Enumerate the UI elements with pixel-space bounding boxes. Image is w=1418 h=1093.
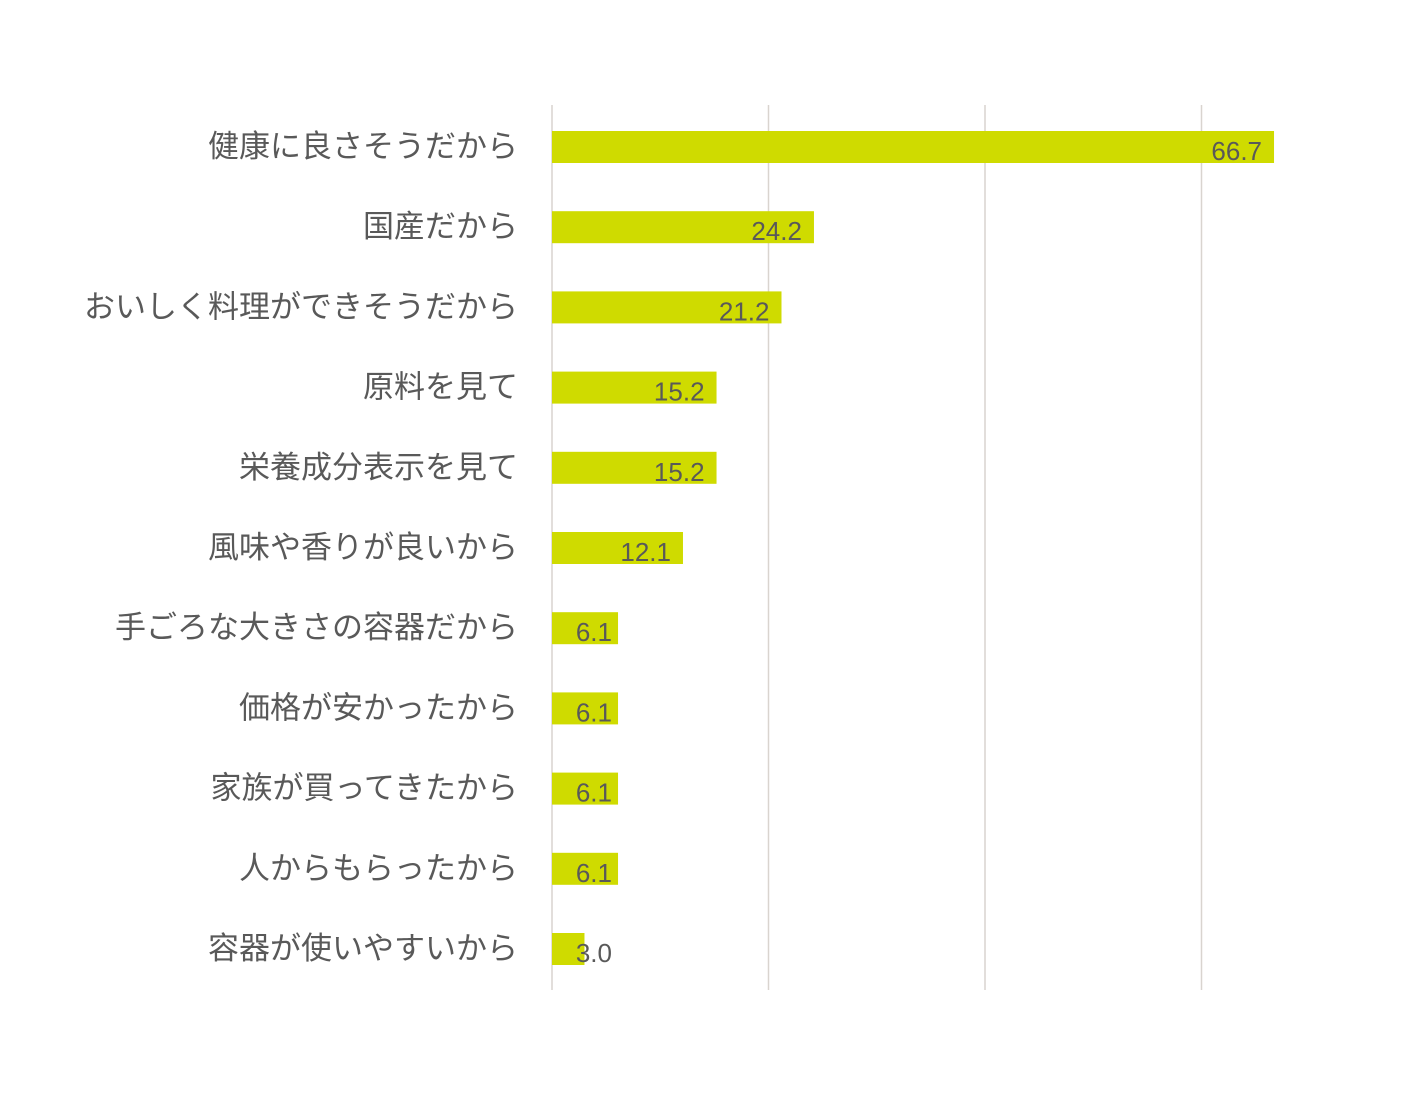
data-label-1: 24.2 bbox=[751, 216, 802, 246]
data-label-2: 21.2 bbox=[719, 296, 770, 326]
label-layer: 健康に良さそうだから 66.7 国産だから 24.2 おいしく料理ができそうだから 21.… bbox=[84, 129, 1262, 968]
bar-8 bbox=[552, 772, 619, 805]
bar-1 bbox=[552, 211, 814, 244]
bar-9 bbox=[552, 852, 619, 885]
data-label-0: 66.7 bbox=[1211, 136, 1262, 166]
data-label-6: 6.1 bbox=[576, 617, 612, 647]
category-label-0: 健康に良さそうだから bbox=[208, 129, 518, 165]
bar-2 bbox=[552, 291, 782, 324]
data-label-10: 3.0 bbox=[576, 938, 612, 968]
category-label-6: 手ごろな大きさの容器だから bbox=[115, 610, 518, 646]
category-label-9: 人からもらったから bbox=[239, 851, 518, 887]
data-label-9: 6.1 bbox=[576, 858, 612, 888]
bar-10 bbox=[552, 933, 585, 965]
data-label-8: 6.1 bbox=[576, 778, 612, 808]
bar-layer bbox=[552, 131, 1275, 965]
bar-5 bbox=[552, 532, 683, 564]
bar-3 bbox=[552, 371, 717, 404]
bar-7 bbox=[552, 692, 619, 725]
category-label-2: おいしく料理ができそうだから bbox=[84, 289, 518, 325]
data-label-3: 15.2 bbox=[654, 377, 705, 407]
category-label-5: 風味や香りが良いから bbox=[208, 530, 518, 566]
bar-6 bbox=[552, 612, 619, 645]
category-label-4: 栄養成分表示を見て bbox=[239, 450, 518, 486]
bar-4 bbox=[552, 451, 717, 484]
bar-0 bbox=[552, 131, 1275, 163]
category-label-3: 原料を見て bbox=[363, 370, 518, 406]
category-label-7: 価格が安かったから bbox=[239, 690, 518, 726]
category-label-8: 家族が買ってきたから bbox=[210, 771, 518, 807]
data-label-7: 6.1 bbox=[576, 697, 612, 727]
category-label-1: 国産だから bbox=[363, 209, 518, 245]
data-label-4: 15.2 bbox=[654, 457, 705, 487]
category-label-10: 容器が使いやすいから bbox=[208, 931, 518, 967]
data-label-5: 12.1 bbox=[620, 537, 671, 567]
